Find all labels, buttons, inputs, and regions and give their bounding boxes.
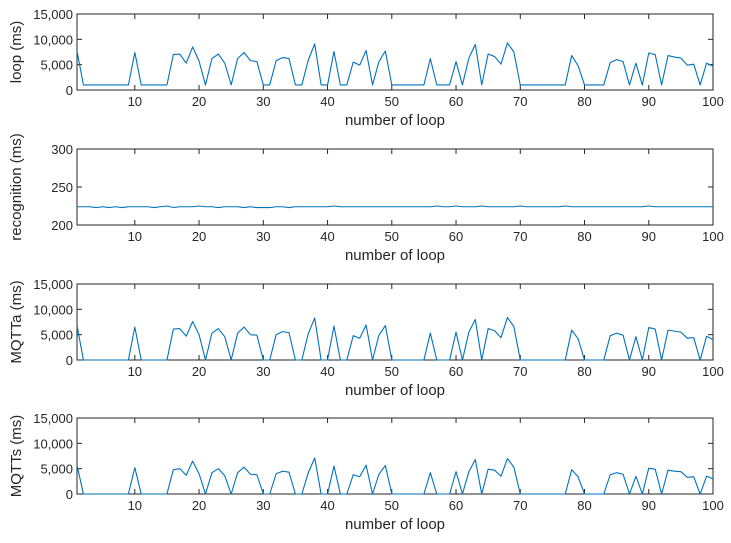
x-tick-label: 60: [449, 229, 463, 244]
x-tick-label: 90: [642, 498, 656, 513]
y-tick-label: 0: [66, 83, 73, 98]
series-line: [76, 316, 714, 361]
x-tick-label: 100: [702, 364, 724, 379]
x-tick-label: 30: [256, 498, 270, 513]
x-axis-label: number of loop: [345, 516, 445, 533]
x-tick-label: 30: [256, 229, 270, 244]
x-tick-label: 10: [128, 229, 142, 244]
series-line: [77, 205, 713, 209]
y-tick-label: 250: [51, 180, 73, 195]
y-tick-label: 10,000: [33, 32, 73, 47]
y-tick-label: 0: [66, 487, 73, 502]
x-tick-label: 100: [702, 498, 724, 513]
y-tick-label: 15,000: [33, 411, 73, 426]
axes-box: [76, 148, 714, 226]
x-tick-label: 90: [642, 229, 656, 244]
x-tick-label: 20: [192, 498, 206, 513]
x-tick-label: 10: [128, 498, 142, 513]
x-tick-label: 10: [128, 364, 142, 379]
x-tick-label: 50: [385, 498, 399, 513]
y-tick-label: 15,000: [33, 7, 73, 22]
y-tick-label: 5,000: [40, 58, 73, 73]
chart-panel-2: 10 20 30 40 50 60 70 80 90 100 200 250 300 number of …: [8, 133, 724, 264]
y-tick-label: 0: [66, 353, 73, 368]
y-axis-label: loop (ms): [8, 21, 25, 84]
y-tick-label: 10,000: [33, 302, 73, 317]
x-tick-label: 30: [256, 94, 270, 109]
chart-panel-1: 10 20 30 40 50 60 70 80 90 100 0 5,000 10,000 15,000 n…: [8, 7, 724, 129]
axes-box: [76, 13, 714, 91]
x-tick-label: 80: [577, 229, 591, 244]
x-tick-label: 80: [577, 364, 591, 379]
series-line: [76, 42, 714, 86]
x-tick-label: 60: [449, 94, 463, 109]
x-tick-label: 20: [192, 229, 206, 244]
x-tick-label: 50: [385, 364, 399, 379]
x-tick-label: 10: [128, 94, 142, 109]
axes-box: [76, 417, 714, 495]
x-tick-label: 90: [642, 94, 656, 109]
x-axis-label: number of loop: [345, 382, 445, 399]
x-tick-label: 70: [513, 94, 527, 109]
y-axis-label: MQTTs (ms): [8, 415, 25, 497]
y-tick-label: 10,000: [33, 436, 73, 451]
x-tick-label: 70: [513, 364, 527, 379]
x-tick-label: 20: [192, 364, 206, 379]
x-tick-label: 100: [702, 229, 724, 244]
x-tick-label: 70: [513, 229, 527, 244]
x-tick-label: 40: [320, 498, 334, 513]
y-tick-label: 5,000: [40, 328, 73, 343]
x-tick-label: 20: [192, 94, 206, 109]
x-tick-label: 80: [577, 498, 591, 513]
x-axis-label: number of loop: [345, 247, 445, 264]
y-axis-label: recognition (ms): [8, 133, 25, 241]
x-tick-label: 60: [449, 498, 463, 513]
chart-panel-4: 10 20 30 40 50 60 70 80 90 100 0 5,000 10,000 15,000 n…: [8, 411, 724, 533]
series-line: [76, 457, 714, 495]
chart-panel-3: 10 20 30 40 50 60 70 80 90 100 0 5,000 10,000 15,000 n…: [8, 277, 724, 399]
x-tick-label: 60: [449, 364, 463, 379]
x-tick-label: 70: [513, 498, 527, 513]
x-axis-label: number of loop: [345, 112, 445, 129]
y-tick-label: 5,000: [40, 462, 73, 477]
x-tick-label: 50: [385, 229, 399, 244]
y-tick-label: 15,000: [33, 277, 73, 292]
x-tick-label: 90: [642, 364, 656, 379]
x-tick-label: 30: [256, 364, 270, 379]
y-axis-label: MQTTa (ms): [8, 280, 25, 363]
x-tick-label: 40: [320, 229, 334, 244]
axes-box: [76, 283, 714, 361]
y-tick-label: 200: [51, 218, 73, 233]
x-tick-label: 50: [385, 94, 399, 109]
x-tick-label: 100: [702, 94, 724, 109]
x-tick-label: 40: [320, 364, 334, 379]
x-tick-label: 40: [320, 94, 334, 109]
y-tick-label: 300: [51, 142, 73, 157]
x-tick-label: 80: [577, 94, 591, 109]
